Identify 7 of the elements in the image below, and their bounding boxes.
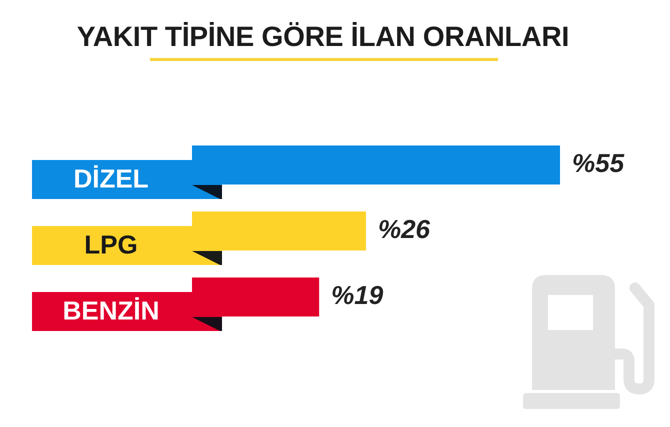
data-label: %26 [378, 214, 431, 244]
chart-title: YAKIT TİPİNE GÖRE İLAN ORANLARI [76, 21, 570, 53]
y-tick-label: LPG [84, 230, 138, 260]
y-tick-label: DİZEL [73, 164, 149, 194]
y-tick-label: BENZİN [62, 296, 160, 326]
data-label: %19 [331, 280, 384, 310]
data-label: %55 [572, 148, 625, 178]
